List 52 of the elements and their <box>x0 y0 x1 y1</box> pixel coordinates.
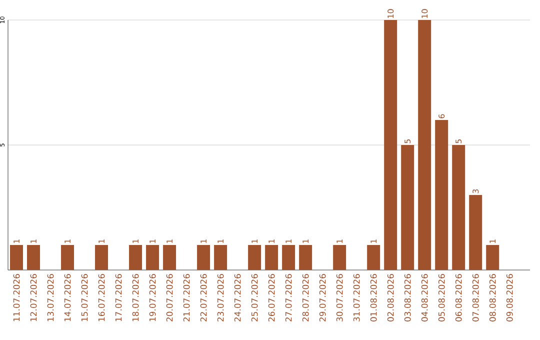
x-tick-label: 02.08.2026 <box>387 274 394 322</box>
bar <box>401 145 414 270</box>
bar <box>299 245 312 270</box>
x-tick-label: 03.08.2026 <box>404 274 411 322</box>
bar <box>197 245 210 270</box>
x-tick-label: 14.07.2026 <box>64 274 71 322</box>
x-tick-label: 07.08.2026 <box>472 274 479 322</box>
x-tick-label: 20.07.2026 <box>166 274 173 322</box>
x-tick-label: 11.07.2026 <box>13 274 20 322</box>
bar <box>282 245 296 270</box>
bar <box>333 245 346 270</box>
x-tick-label: 22.07.2026 <box>200 274 207 322</box>
x-tick-label: 04.08.2026 <box>421 274 428 322</box>
bar <box>367 245 380 270</box>
x-tick-label: 12.07.2026 <box>30 274 37 322</box>
bar <box>61 245 74 270</box>
bar <box>265 245 278 270</box>
x-tick-label: 17.07.2026 <box>115 274 122 322</box>
bar <box>146 245 160 270</box>
x-tick-label: 16.07.2026 <box>98 274 105 322</box>
bar <box>469 195 482 270</box>
bar <box>27 245 40 270</box>
bar <box>384 20 398 270</box>
x-tick-label: 24.07.2026 <box>234 274 241 322</box>
bar <box>418 20 432 270</box>
x-tick-label: 15.07.2026 <box>81 274 88 322</box>
x-tick-label: 13.07.2026 <box>47 274 54 322</box>
bar <box>486 245 500 270</box>
x-tick-label: 01.08.2026 <box>370 274 377 322</box>
bar <box>435 120 448 270</box>
x-tick-label: 26.07.2026 <box>268 274 275 322</box>
bar <box>248 245 262 270</box>
bar <box>214 245 228 270</box>
x-tick-label: 21.07.2026 <box>183 274 190 322</box>
x-tick-label: 06.08.2026 <box>455 274 462 322</box>
x-tick-label: 28.07.2026 <box>302 274 309 322</box>
x-tick-label: 05.08.2026 <box>438 274 445 322</box>
x-tick-label: 18.07.2026 <box>132 274 139 322</box>
bar <box>163 245 176 270</box>
x-tick-label: 25.07.2026 <box>251 274 258 322</box>
bar <box>129 245 142 270</box>
bar <box>10 245 23 270</box>
x-tick-label: 19.07.2026 <box>149 274 156 322</box>
x-tick-label: 30.07.2026 <box>336 274 343 322</box>
x-tick-label: 23.07.2026 <box>217 274 224 322</box>
x-tick-label: 27.07.2026 <box>285 274 292 322</box>
x-tick-label: 29.07.2026 <box>319 274 326 322</box>
bar <box>452 145 466 270</box>
x-tick-label: 08.08.2026 <box>489 274 496 322</box>
x-tick-label: 09.08.2026 <box>506 274 513 322</box>
bar <box>95 245 108 270</box>
x-tick-label: 31.07.2026 <box>353 274 360 322</box>
